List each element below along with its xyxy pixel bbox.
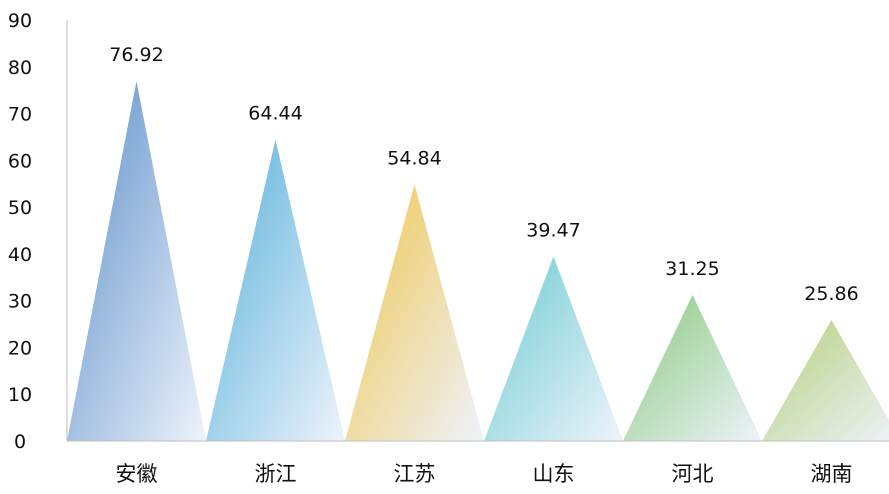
y-tick-label: 10 bbox=[8, 384, 32, 406]
y-tick-label: 60 bbox=[8, 150, 32, 172]
data-label: 39.47 bbox=[526, 219, 580, 241]
bar-河北 bbox=[623, 294, 762, 441]
bar-浙江 bbox=[206, 139, 345, 441]
x-category-label: 安徽 bbox=[116, 462, 158, 486]
y-axis: 0 10 20 30 40 50 60 70 80 90 bbox=[8, 10, 68, 453]
bar-安徽 bbox=[67, 81, 206, 441]
data-label: 25.86 bbox=[804, 283, 858, 305]
data-label: 76.92 bbox=[109, 44, 163, 66]
bars: 76.92 64.44 54.84 39.47 31.25 25.86 bbox=[67, 44, 889, 441]
x-axis: 安徽 浙江 江苏 山东 河北 湖南 bbox=[67, 440, 889, 486]
y-tick-label: 90 bbox=[8, 10, 32, 32]
bar-湖南 bbox=[762, 320, 889, 441]
x-category-label: 湖南 bbox=[811, 462, 853, 486]
x-category-label: 山东 bbox=[533, 462, 575, 486]
y-tick-label: 50 bbox=[8, 197, 32, 219]
y-tick-label: 20 bbox=[8, 337, 32, 359]
data-label: 31.25 bbox=[665, 258, 719, 280]
bar-江苏 bbox=[345, 184, 484, 441]
x-category-label: 江苏 bbox=[394, 462, 436, 486]
y-tick-label: 40 bbox=[8, 244, 32, 266]
y-tick-label: 70 bbox=[8, 104, 32, 126]
data-label: 54.84 bbox=[387, 147, 441, 169]
bar-山东 bbox=[484, 256, 623, 441]
y-tick-label: 0 bbox=[14, 431, 26, 453]
y-tick-label: 30 bbox=[8, 291, 32, 313]
x-category-label: 浙江 bbox=[255, 462, 297, 486]
y-tick-label: 80 bbox=[8, 57, 32, 79]
data-label: 64.44 bbox=[248, 103, 302, 125]
x-category-label: 河北 bbox=[672, 462, 714, 486]
